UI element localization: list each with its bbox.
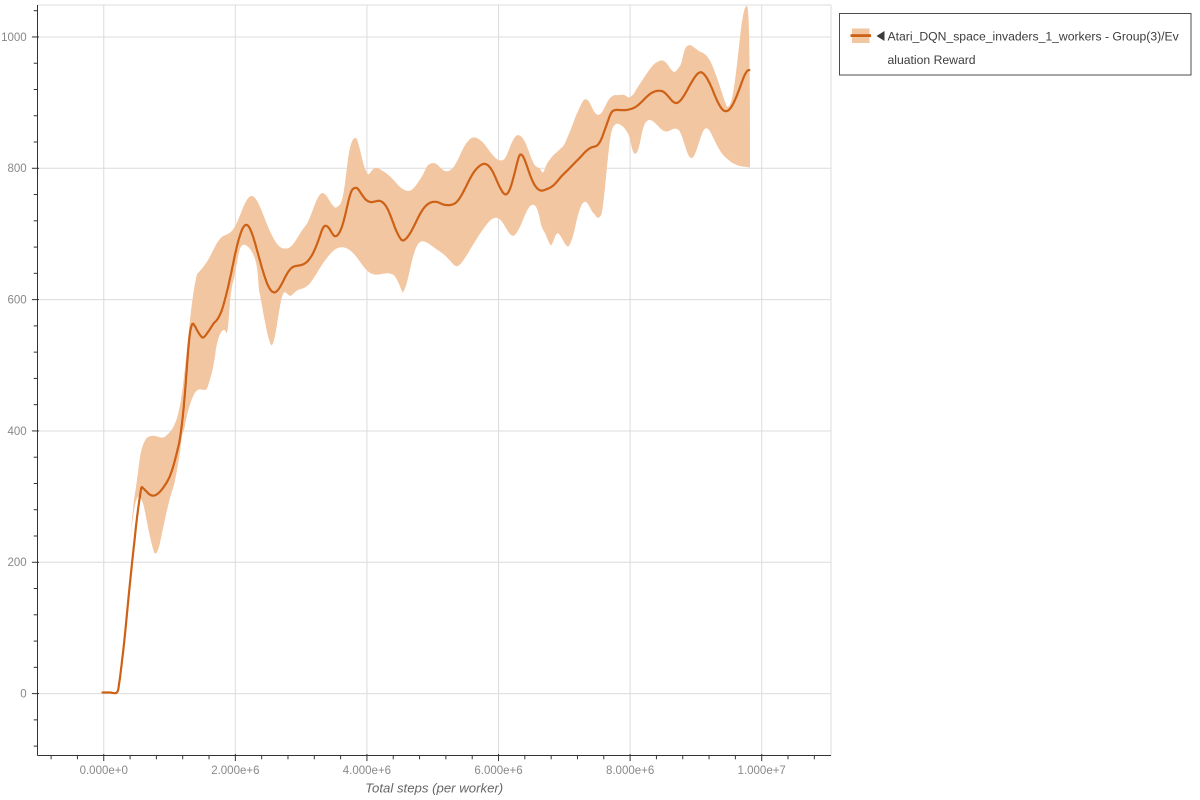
- svg-text:1.000e+7: 1.000e+7: [738, 765, 786, 777]
- svg-text:0: 0: [20, 689, 26, 701]
- svg-text:Atari_DQN_space_invaders_1_wor: Atari_DQN_space_invaders_1_workers - Gro…: [888, 29, 1180, 43]
- svg-text:1000: 1000: [1, 32, 27, 44]
- svg-text:200: 200: [8, 557, 27, 569]
- svg-text:8.000e+6: 8.000e+6: [606, 765, 654, 777]
- svg-text:0.000e+0: 0.000e+0: [80, 765, 128, 777]
- svg-text:800: 800: [8, 163, 27, 175]
- svg-text:4.000e+6: 4.000e+6: [343, 765, 391, 777]
- svg-text:6.000e+6: 6.000e+6: [474, 765, 522, 777]
- svg-text:400: 400: [8, 426, 27, 438]
- svg-text:aluation Reward: aluation Reward: [888, 53, 976, 67]
- svg-text:600: 600: [8, 295, 27, 307]
- svg-text:Total steps (per worker): Total steps (per worker): [365, 781, 503, 796]
- svg-text:2.000e+6: 2.000e+6: [211, 765, 259, 777]
